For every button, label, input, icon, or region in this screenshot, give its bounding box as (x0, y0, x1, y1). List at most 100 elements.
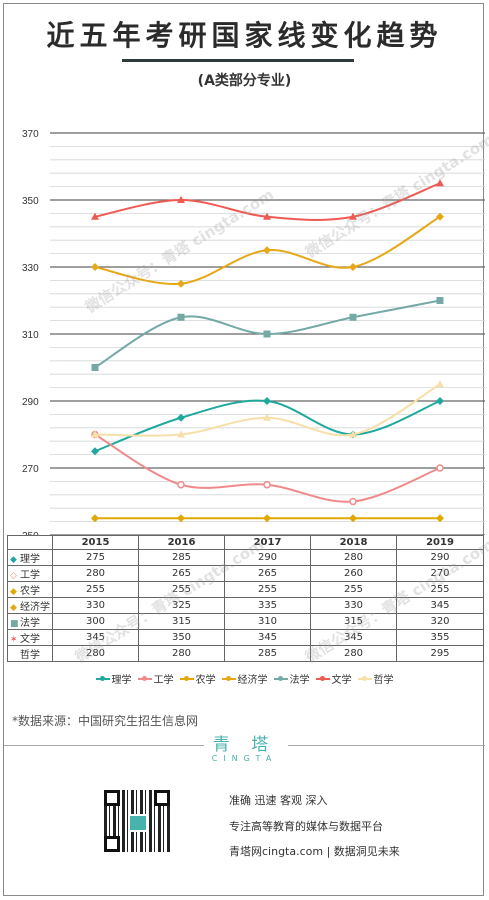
data-point (263, 212, 271, 220)
table-cell: 260 (310, 565, 397, 582)
table-cell: 255 (138, 581, 225, 598)
data-point (91, 447, 99, 456)
data-point (177, 196, 185, 203)
table-cell: 330 (310, 597, 397, 614)
table-row: ◆ 农学 255 255 255 255 255 (7, 581, 484, 598)
table-header-year: 2017 (224, 535, 311, 550)
data-point (263, 397, 271, 405)
legend-label: 农学 (195, 675, 216, 686)
table-cell: 325 (138, 597, 225, 614)
legend-swatch-icon (273, 675, 288, 681)
table-row-label: ✶ 文学 (7, 629, 53, 646)
table-cell: 255 (310, 581, 397, 598)
data-point (177, 313, 185, 321)
table-cell: 280 (52, 645, 139, 662)
table-cell: 285 (138, 549, 225, 566)
table-row-label: ◆ 经济学 (7, 597, 53, 614)
data-point (436, 464, 444, 472)
legend-label: 法学 (289, 675, 310, 686)
series-name: 工学 (20, 570, 40, 581)
legend-swatch-icon (221, 675, 236, 681)
data-point (349, 313, 357, 321)
y-tick-label: 330 (22, 263, 39, 274)
table-cell: 275 (52, 549, 139, 566)
table-cell: 290 (396, 549, 484, 566)
table-cell: 255 (224, 581, 311, 598)
legend-item: 工学 (137, 671, 174, 686)
table-cell: 255 (396, 581, 484, 598)
slogan-text: 准确 迅速 客观 深入 (229, 794, 328, 807)
data-point (177, 481, 185, 489)
page-title: 近五年考研国家线变化趋势 (46, 19, 443, 52)
data-point (436, 514, 444, 523)
divider-left (4, 745, 204, 746)
series-marker-icon: ◆ (10, 555, 17, 565)
legend-item: 经济学 (221, 671, 268, 686)
data-point (349, 212, 357, 220)
data-point (263, 413, 271, 421)
data-point (349, 497, 357, 506)
series-marker-icon: ◆ (10, 603, 17, 613)
qr-code-logo-icon (128, 814, 148, 832)
poster-frame (3, 3, 484, 896)
series-name: 文学 (20, 634, 40, 645)
table-cell: 355 (396, 629, 484, 646)
series-name: 哲学 (20, 650, 40, 661)
table-row: 哲学 280 280 285 280 295 (7, 645, 484, 662)
legend-label: 经济学 (237, 675, 268, 686)
table-cell: 280 (52, 565, 139, 582)
chart-legend: 理学 工学 农学 经济学 法学 文学 哲学 (0, 671, 489, 686)
series-marker-icon: ✶ (10, 635, 18, 645)
data-point (177, 413, 185, 422)
tagline-text: 专注高等教育的媒体与数据平台 (229, 820, 383, 833)
data-point (91, 212, 99, 220)
table-cell: 315 (138, 613, 225, 630)
table-cell: 255 (52, 581, 139, 598)
data-point (263, 246, 271, 255)
qr-code-finder-icon (104, 836, 120, 852)
table-row-label: ◆ 理学 (7, 549, 53, 566)
table-cell: 280 (310, 645, 397, 662)
brand-logo-text: 青 塔 (212, 735, 277, 755)
legend-label: 文学 (331, 675, 352, 686)
table-cell: 285 (224, 645, 311, 662)
table-row-label: ■法学 (7, 613, 53, 630)
y-tick-label: 350 (22, 196, 39, 207)
table-row: ✶ 文学 345 350 345 345 355 (7, 629, 484, 646)
legend-label: 工学 (153, 675, 174, 686)
data-point (349, 263, 357, 271)
legend-item: 哲学 (357, 671, 394, 686)
legend-swatch-icon (357, 675, 372, 681)
data-table: 2015 2016 2017 2018 2019 ◆ 理学 275 285 290 280 290 ◇ 工… (7, 535, 484, 662)
table-header-row: 2015 2016 2017 2018 2019 (7, 535, 484, 550)
data-point (436, 179, 444, 187)
series-marker-icon: ◇ (10, 571, 17, 581)
data-point (436, 297, 444, 304)
data-point (263, 481, 271, 489)
table-cell: 265 (138, 565, 225, 582)
series-name: 农学 (20, 586, 40, 597)
data-point (349, 514, 357, 523)
table-row: ◇ 工学 280 265 265 260 270 (7, 565, 484, 582)
series-marker-icon: ◆ (10, 587, 17, 597)
line-chart: 250 270 290 310 330 350 370 (22, 129, 485, 535)
series-name: 法学 (20, 618, 40, 629)
divider-right (288, 745, 485, 746)
table-header-year: 2016 (138, 535, 225, 550)
data-point (177, 430, 185, 438)
data-point (91, 364, 99, 371)
table-header-year: 2019 (396, 535, 484, 550)
legend-item: 文学 (315, 671, 352, 686)
data-point (177, 279, 185, 288)
table-cell: 300 (52, 613, 139, 630)
data-point (436, 380, 444, 388)
brand-logo-latin: CINGTA (211, 754, 278, 763)
table-cell: 315 (310, 613, 397, 630)
table-cell: 350 (138, 629, 225, 646)
y-tick-label: 250 (22, 531, 39, 535)
table-cell: 290 (224, 549, 311, 566)
y-tick-label: 290 (22, 397, 39, 408)
table-header-year: 2015 (52, 535, 139, 550)
title-underline (122, 59, 354, 62)
data-point (436, 397, 444, 405)
